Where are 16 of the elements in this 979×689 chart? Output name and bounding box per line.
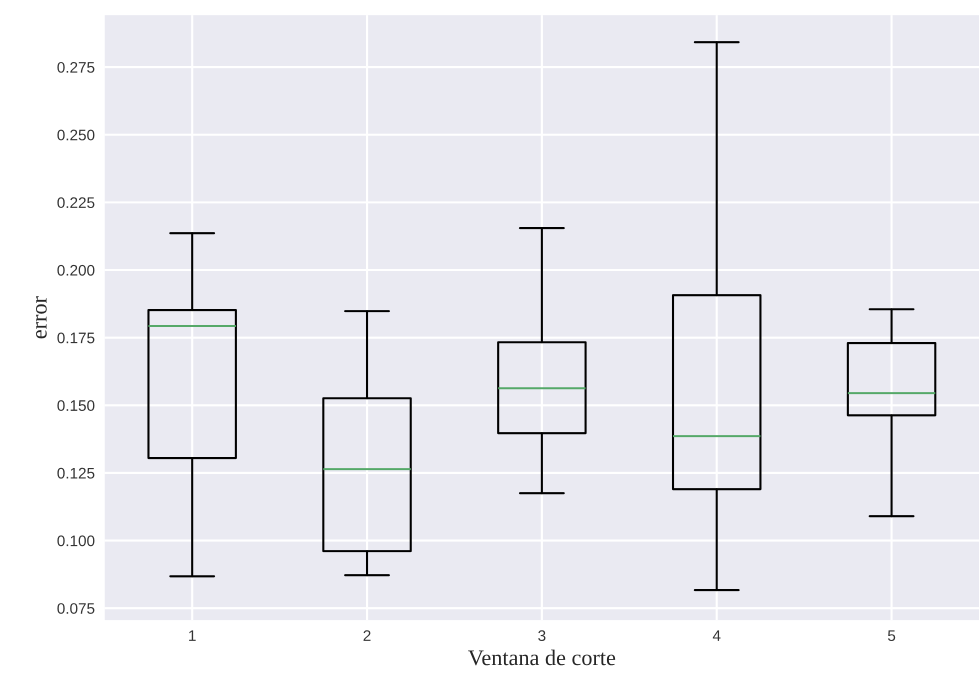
y-axis-title: error (36, 296, 47, 338)
y-tick-label: 0.100 (57, 535, 94, 546)
x-axis-title: Ventana de corte (468, 650, 616, 666)
y-tick-label: 0.250 (57, 130, 94, 140)
x-tick-label: 5 (888, 630, 896, 642)
y-tick-label: 0.150 (57, 400, 94, 411)
x-tick-label: 3 (538, 630, 546, 642)
x-tick-label: 1 (189, 630, 196, 641)
y-tick-label: 0.075 (57, 603, 94, 614)
y-tick-label: 0.275 (57, 62, 94, 73)
y-tick-label: 0.175 (57, 332, 94, 344)
x-tick-label: 2 (364, 630, 371, 641)
x-tick-label: 4 (712, 630, 721, 641)
y-tick-label: 0.200 (57, 264, 94, 276)
y-tick-label: 0.125 (57, 468, 94, 479)
y-tick-label: 0.225 (57, 197, 94, 208)
